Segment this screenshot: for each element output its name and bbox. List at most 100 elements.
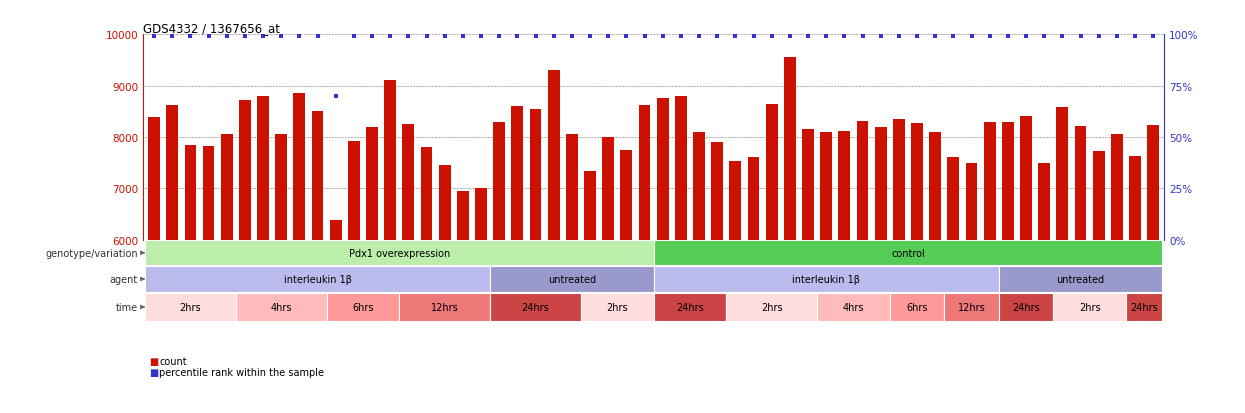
Text: 12hrs: 12hrs xyxy=(431,302,458,312)
Point xyxy=(326,93,346,100)
Text: 12hrs: 12hrs xyxy=(957,302,985,312)
Point xyxy=(362,34,382,40)
Point xyxy=(853,34,873,40)
Bar xyxy=(639,106,650,413)
Point xyxy=(798,34,818,40)
Bar xyxy=(947,158,959,413)
Bar xyxy=(311,112,324,413)
Bar xyxy=(966,163,977,413)
Bar xyxy=(911,123,923,413)
Point xyxy=(217,34,237,40)
Point xyxy=(489,34,509,40)
Bar xyxy=(802,130,814,413)
Point xyxy=(508,34,528,40)
Bar xyxy=(148,118,159,413)
Bar xyxy=(784,58,796,413)
Text: 2hrs: 2hrs xyxy=(179,302,202,312)
Bar xyxy=(730,162,741,413)
Bar xyxy=(385,81,396,413)
Bar xyxy=(603,138,614,413)
Bar xyxy=(620,151,632,413)
Text: percentile rank within the sample: percentile rank within the sample xyxy=(159,367,325,377)
Bar xyxy=(529,109,542,413)
Bar xyxy=(235,293,326,322)
Text: genotype/variation: genotype/variation xyxy=(46,248,138,258)
Bar xyxy=(654,267,998,292)
Text: agent: agent xyxy=(110,274,138,284)
Bar xyxy=(693,133,705,413)
Bar xyxy=(144,241,654,266)
Text: 2hrs: 2hrs xyxy=(761,302,783,312)
Bar xyxy=(1148,126,1159,413)
Point xyxy=(1107,34,1127,40)
Bar xyxy=(657,99,669,413)
Point xyxy=(726,34,746,40)
Bar xyxy=(726,293,817,322)
Bar xyxy=(820,133,832,413)
Bar xyxy=(239,101,250,413)
Point xyxy=(471,34,491,40)
Point xyxy=(671,34,691,40)
Point xyxy=(1125,34,1145,40)
Text: control: control xyxy=(891,248,925,258)
Point xyxy=(688,34,708,40)
Bar xyxy=(566,135,578,413)
Point xyxy=(580,34,600,40)
Text: 6hrs: 6hrs xyxy=(906,302,928,312)
Bar xyxy=(766,104,778,413)
Point xyxy=(817,34,837,40)
Point xyxy=(544,34,564,40)
Text: untreated: untreated xyxy=(1057,274,1104,284)
Bar xyxy=(654,241,1163,266)
Point xyxy=(289,34,309,40)
Bar xyxy=(330,221,341,413)
Point xyxy=(961,34,981,40)
Bar xyxy=(1129,157,1140,413)
Bar xyxy=(294,94,305,413)
Bar xyxy=(857,122,869,413)
Text: Pdx1 overexpression: Pdx1 overexpression xyxy=(349,248,449,258)
Bar xyxy=(421,148,432,413)
Bar xyxy=(144,293,235,322)
Point xyxy=(453,34,473,40)
Point xyxy=(889,34,909,40)
Text: ■: ■ xyxy=(149,356,158,366)
Point xyxy=(435,34,454,40)
Text: 24hrs: 24hrs xyxy=(676,302,703,312)
Point xyxy=(998,34,1018,40)
Bar xyxy=(400,293,491,322)
Point xyxy=(417,34,437,40)
Point xyxy=(616,34,636,40)
Text: interleukin 1β: interleukin 1β xyxy=(284,274,351,284)
Bar xyxy=(203,147,214,413)
Bar xyxy=(817,293,890,322)
Bar xyxy=(349,142,360,413)
Bar xyxy=(838,131,850,413)
Bar xyxy=(366,127,378,413)
Text: 2hrs: 2hrs xyxy=(606,302,629,312)
Bar xyxy=(890,293,944,322)
Bar xyxy=(584,172,596,413)
Point xyxy=(1088,34,1108,40)
Point xyxy=(380,34,400,40)
Text: 4hrs: 4hrs xyxy=(270,302,293,312)
Text: 24hrs: 24hrs xyxy=(1012,302,1040,312)
Text: 4hrs: 4hrs xyxy=(843,302,864,312)
Point xyxy=(162,34,182,40)
Point xyxy=(1071,34,1091,40)
Bar xyxy=(1093,152,1104,413)
Bar xyxy=(167,106,178,413)
Text: ■: ■ xyxy=(149,367,158,377)
Point xyxy=(253,34,273,40)
Point xyxy=(908,34,928,40)
Point xyxy=(344,34,364,40)
Point xyxy=(635,34,655,40)
Point xyxy=(779,34,799,40)
Bar xyxy=(184,145,197,413)
Point xyxy=(561,34,581,40)
Bar xyxy=(493,122,505,413)
Point xyxy=(308,34,327,40)
Text: interleukin 1β: interleukin 1β xyxy=(792,274,860,284)
Bar xyxy=(402,125,415,413)
Point xyxy=(199,34,219,40)
